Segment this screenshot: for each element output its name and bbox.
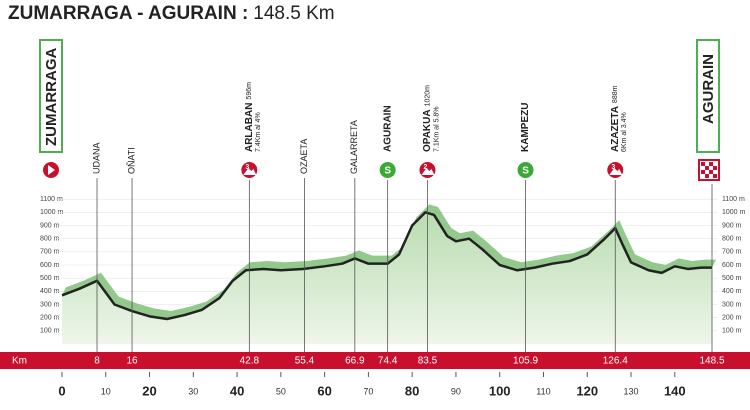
x-tick-label: 50 xyxy=(276,386,286,396)
x-tick-label: 80 xyxy=(405,383,419,398)
waypoint-category: 3 xyxy=(611,164,615,171)
x-tick-label: 130 xyxy=(624,386,639,396)
chart-subtitle: 148.5 Km xyxy=(253,3,334,24)
y-tick-label: 500 m xyxy=(40,275,60,282)
y-tick-label: 500 m xyxy=(722,275,742,282)
mountain-icon xyxy=(609,168,623,175)
y-tick-label: 600 m xyxy=(40,262,60,269)
finish-name: AGURAIN xyxy=(700,54,717,124)
waypoint-km: 126.4 xyxy=(603,356,628,367)
finish-flag xyxy=(698,159,720,181)
y-tick-label: 300 m xyxy=(40,301,60,308)
waypoint-name: OÑATI xyxy=(126,147,136,174)
y-tick-label: 300 m xyxy=(722,301,742,308)
chart-title: ZUMARRAGA - AGURAIN : xyxy=(8,3,248,24)
km-bar xyxy=(0,352,750,369)
x-tick-label: 20 xyxy=(142,383,156,398)
start-name: ZUMARRAGA xyxy=(43,48,60,146)
waypoint-climb: 7.1Km al 5.8% xyxy=(433,106,440,152)
x-tick-label: 30 xyxy=(188,386,198,396)
y-tick-label: 200 m xyxy=(40,315,60,322)
waypoint-elevation: 596m xyxy=(246,82,253,100)
x-tick-label: 90 xyxy=(451,386,461,396)
km-label: Km xyxy=(12,356,27,367)
waypoint-category: 3 xyxy=(245,164,249,171)
y-tick-label: 1000 m xyxy=(722,209,746,216)
waypoint-category: S xyxy=(522,166,529,177)
y-tick-label: 200 m xyxy=(722,315,742,322)
x-tick-label: 120 xyxy=(576,383,598,398)
waypoint-name: KAMPEZU xyxy=(520,103,531,152)
x-tick-label: 60 xyxy=(317,383,331,398)
waypoint-km: 55.4 xyxy=(295,356,315,367)
waypoint-elevation: 888m xyxy=(612,85,619,103)
y-tick-label: 100 m xyxy=(722,328,742,335)
waypoint-icon xyxy=(515,160,536,180)
waypoint-km: 16 xyxy=(126,356,138,367)
waypoint-name: OPAKUA xyxy=(422,109,433,152)
waypoint-climb: 6Km al 3.4% xyxy=(621,112,628,152)
waypoint-name: OZAETA xyxy=(299,139,309,174)
waypoint-category: S xyxy=(384,166,391,177)
waypoint-km: 66.9 xyxy=(345,356,365,367)
mountain-icon xyxy=(421,168,435,175)
waypoint-elevation: 1020m xyxy=(424,85,431,107)
mountain-icon xyxy=(243,168,257,175)
waypoint-km: 83.5 xyxy=(418,356,438,367)
x-tick-label: 100 xyxy=(489,383,511,398)
y-tick-label: 1100 m xyxy=(40,196,63,203)
waypoint-km: 105.9 xyxy=(513,356,538,367)
waypoint-name: AGURAIN xyxy=(382,105,393,152)
y-tick-label: 400 m xyxy=(40,288,60,295)
waypoint-km: 8 xyxy=(94,356,100,367)
finish-km: 148.5 xyxy=(699,356,724,367)
profile-area xyxy=(62,212,712,344)
y-tick-label: 900 m xyxy=(40,222,60,229)
y-tick-label: 1100 m xyxy=(722,196,745,203)
y-tick-label: 700 m xyxy=(722,249,742,256)
waypoint-km: 74.4 xyxy=(378,356,398,367)
y-tick-label: 700 m xyxy=(40,249,60,256)
x-tick-label: 140 xyxy=(664,383,686,398)
x-tick-label: 40 xyxy=(230,383,244,398)
y-tick-label: 900 m xyxy=(722,222,742,229)
x-tick-label: 110 xyxy=(536,386,550,396)
start-arrow xyxy=(48,165,55,175)
y-tick-label: 800 m xyxy=(40,236,60,243)
waypoint-category: 2 xyxy=(424,164,428,171)
x-tick-label: 70 xyxy=(363,386,373,396)
waypoint-name: GALARRETA xyxy=(349,120,359,174)
start-box xyxy=(39,39,63,153)
y-tick-label: 100 m xyxy=(40,328,60,335)
y-tick-label: 600 m xyxy=(722,262,742,269)
profile-line xyxy=(61,211,712,321)
waypoint-climb: 7.4Km al 4% xyxy=(255,112,262,152)
waypoint-name: ARLABAN xyxy=(244,103,255,152)
waypoint-name: UDANA xyxy=(91,142,101,174)
y-tick-label: 400 m xyxy=(722,288,742,295)
x-tick-label: 10 xyxy=(101,386,111,396)
x-tick-label: 0 xyxy=(58,383,65,398)
y-tick-label: 1000 m xyxy=(40,209,64,216)
y-tick-label: 800 m xyxy=(722,236,742,243)
finish-box xyxy=(696,39,720,153)
waypoint-name: AZAZETA xyxy=(610,106,621,152)
waypoint-icon xyxy=(377,160,398,180)
waypoint-km: 42.8 xyxy=(240,356,260,367)
